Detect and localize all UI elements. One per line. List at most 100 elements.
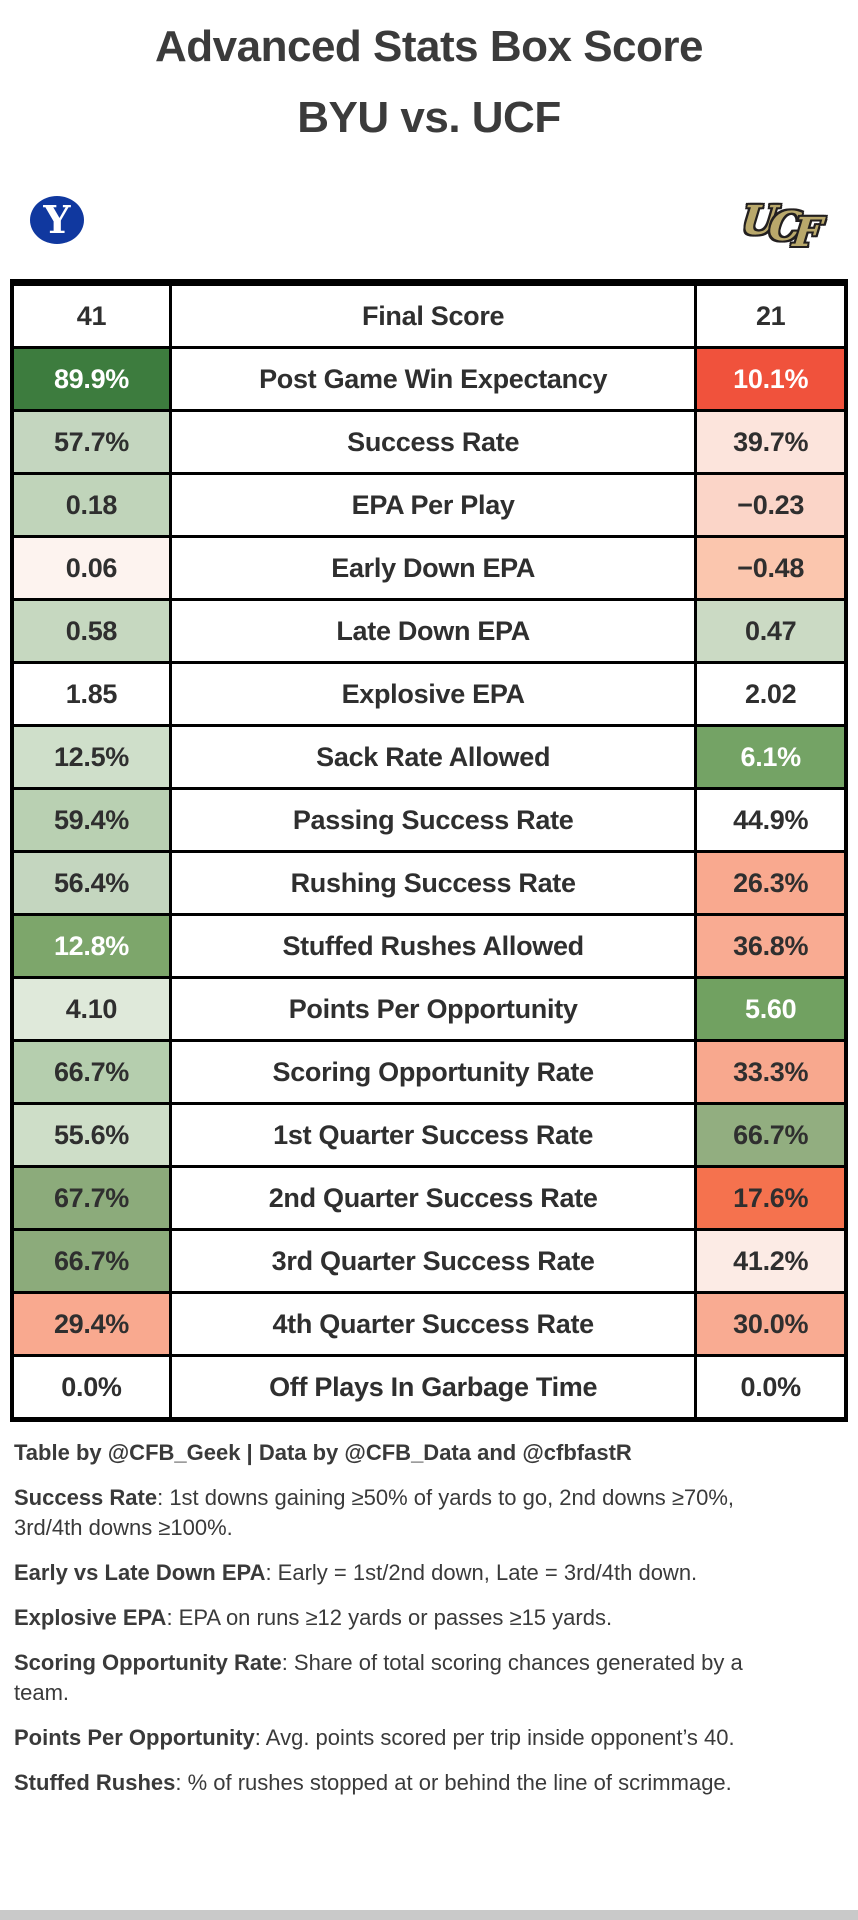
footnote: Success Rate: 1st downs gaining ≥50% of …	[14, 1483, 759, 1542]
metric-label: 3rd Quarter Success Rate	[168, 1228, 698, 1295]
table-row: 89.9% Post Game Win Expectancy 10.1%	[10, 346, 848, 413]
footnote: Scoring Opportunity Rate: Share of total…	[14, 1648, 759, 1707]
team-logos-row: Y UCF	[28, 189, 818, 256]
byu-value-cell: 67.7%	[10, 1165, 172, 1232]
footnote: Early vs Late Down EPA: Early = 1st/2nd …	[14, 1558, 759, 1587]
byu-logo-icon: Y	[28, 192, 86, 248]
byu-value-cell: 59.4%	[10, 787, 172, 854]
footnote-term: Stuffed Rushes	[14, 1770, 176, 1796]
table-row: 66.7% 3rd Quarter Success Rate 41.2%	[10, 1228, 848, 1295]
metric-label: EPA Per Play	[168, 472, 698, 539]
byu-value-cell: 56.4%	[10, 850, 172, 917]
page-subtitle: BYU vs. UCF	[297, 92, 561, 142]
ucf-value-cell: 6.1%	[694, 724, 848, 791]
metric-label: Post Game Win Expectancy	[168, 346, 698, 413]
ucf-value-cell: 10.1%	[694, 346, 848, 413]
table-row: 41 Final Score 21	[10, 281, 848, 350]
metric-label: 2nd Quarter Success Rate	[168, 1165, 698, 1232]
ucf-value-cell: 17.6%	[694, 1165, 848, 1232]
table-row: 4.10 Points Per Opportunity 5.60	[10, 976, 848, 1043]
ucf-value-cell: 44.9%	[694, 787, 848, 854]
metric-label: 1st Quarter Success Rate	[168, 1102, 698, 1169]
footnote: Points Per Opportunity: Avg. points scor…	[14, 1723, 759, 1752]
metric-label: Stuffed Rushes Allowed	[168, 913, 698, 980]
byu-value-cell: 66.7%	[10, 1228, 172, 1295]
table-row: 67.7% 2nd Quarter Success Rate 17.6%	[10, 1165, 848, 1232]
ucf-value-cell: −0.48	[694, 535, 848, 602]
credit-line: Table by @CFB_Geek | Data by @CFB_Data a…	[14, 1440, 632, 1466]
ucf-value-cell: 0.0%	[694, 1354, 848, 1422]
svg-text:Y: Y	[42, 197, 71, 242]
footnote-term: Scoring Opportunity Rate	[14, 1650, 282, 1676]
footnote-term: Success Rate	[14, 1485, 158, 1511]
ucf-value-cell: 2.02	[694, 661, 848, 728]
metric-label: Off Plays In Garbage Time	[168, 1354, 698, 1422]
byu-value-cell: 0.0%	[10, 1354, 172, 1422]
byu-value-cell: 29.4%	[10, 1291, 172, 1358]
ucf-value-cell: 30.0%	[694, 1291, 848, 1358]
table-row: 59.4% Passing Success Rate 44.9%	[10, 787, 848, 854]
metric-label: Success Rate	[168, 409, 698, 476]
page-title: Advanced Stats Box Score	[155, 22, 703, 71]
table-row: 0.0% Off Plays In Garbage Time 0.0%	[10, 1354, 848, 1422]
metric-label: Points Per Opportunity	[168, 976, 698, 1043]
table-row: 0.58 Late Down EPA 0.47	[10, 598, 848, 665]
table-row: 0.18 EPA Per Play −0.23	[10, 472, 848, 539]
footnotes: Success Rate: 1st downs gaining ≥50% of …	[14, 1483, 759, 1797]
byu-value-cell: 66.7%	[10, 1039, 172, 1106]
byu-value-cell: 4.10	[10, 976, 172, 1043]
table-row: 0.06 Early Down EPA −0.48	[10, 535, 848, 602]
footnote-desc: : 1st downs gaining ≥50% of yards to go,…	[14, 1485, 735, 1540]
byu-value-cell: 55.6%	[10, 1102, 172, 1169]
footnote-desc: : Share of total scoring chances generat…	[14, 1650, 743, 1705]
metric-label: Rushing Success Rate	[168, 850, 698, 917]
metric-label: Final Score	[168, 281, 698, 350]
ucf-logo-icon: UCF	[739, 196, 818, 256]
footnote-desc: : % of rushes stopped at or behind the l…	[175, 1770, 732, 1796]
ucf-value-cell: −0.23	[694, 472, 848, 539]
ucf-value-cell: 33.3%	[694, 1039, 848, 1106]
table-row: 1.85 Explosive EPA 2.02	[10, 661, 848, 728]
metric-label: Early Down EPA	[168, 535, 698, 602]
metric-label: Passing Success Rate	[168, 787, 698, 854]
ucf-value-cell: 5.60	[694, 976, 848, 1043]
footnote-desc: : Early = 1st/2nd down, Late = 3rd/4th d…	[265, 1559, 698, 1585]
footnote-term: Explosive EPA	[14, 1605, 167, 1631]
metric-label: Late Down EPA	[168, 598, 698, 665]
table-row: 12.8% Stuffed Rushes Allowed 36.8%	[10, 913, 848, 980]
byu-value-cell: 0.18	[10, 472, 172, 539]
table-row: 55.6% 1st Quarter Success Rate 66.7%	[10, 1102, 848, 1169]
footnote-desc: : Avg. points scored per trip inside opp…	[254, 1724, 735, 1750]
ucf-value-cell: 39.7%	[694, 409, 848, 476]
footnote-term: Early vs Late Down EPA	[14, 1559, 266, 1585]
byu-value-cell: 89.9%	[10, 346, 172, 413]
byu-value-cell: 12.5%	[10, 724, 172, 791]
metric-label: Scoring Opportunity Rate	[168, 1039, 698, 1106]
footer: Table by @CFB_Geek | Data by @CFB_Data a…	[14, 1438, 759, 1797]
ucf-value-cell: 66.7%	[694, 1102, 848, 1169]
ucf-value-cell: 36.8%	[694, 913, 848, 980]
byu-value-cell: 57.7%	[10, 409, 172, 476]
footnote: Stuffed Rushes: % of rushes stopped at o…	[14, 1768, 759, 1797]
ucf-value-cell: 41.2%	[694, 1228, 848, 1295]
table-row: 12.5% Sack Rate Allowed 6.1%	[10, 724, 848, 791]
metric-label: Sack Rate Allowed	[168, 724, 698, 791]
footnote-desc: : EPA on runs ≥12 yards or passes ≥15 ya…	[166, 1605, 613, 1631]
table-row: 29.4% 4th Quarter Success Rate 30.0%	[10, 1291, 848, 1358]
stats-table: 41 Final Score 21 89.9% Post Game Win Expect…	[10, 279, 848, 1423]
stats-table-body: 41 Final Score 21 89.9% Post Game Win Expect…	[10, 281, 848, 1422]
ucf-value-cell: 26.3%	[694, 850, 848, 917]
byu-value-cell: 41	[10, 281, 172, 350]
table-row: 57.7% Success Rate 39.7%	[10, 409, 848, 476]
bottom-gray-strip	[0, 1910, 858, 1920]
table-row: 66.7% Scoring Opportunity Rate 33.3%	[10, 1039, 848, 1106]
ucf-value-cell: 0.47	[694, 598, 848, 665]
byu-value-cell: 12.8%	[10, 913, 172, 980]
ucf-value-cell: 21	[694, 281, 848, 350]
byu-value-cell: 0.58	[10, 598, 172, 665]
footnote-term: Points Per Opportunity	[14, 1724, 255, 1750]
metric-label: Explosive EPA	[168, 661, 698, 728]
metric-label: 4th Quarter Success Rate	[168, 1291, 698, 1358]
table-row: 56.4% Rushing Success Rate 26.3%	[10, 850, 848, 917]
footnote: Explosive EPA: EPA on runs ≥12 yards or …	[14, 1603, 759, 1632]
